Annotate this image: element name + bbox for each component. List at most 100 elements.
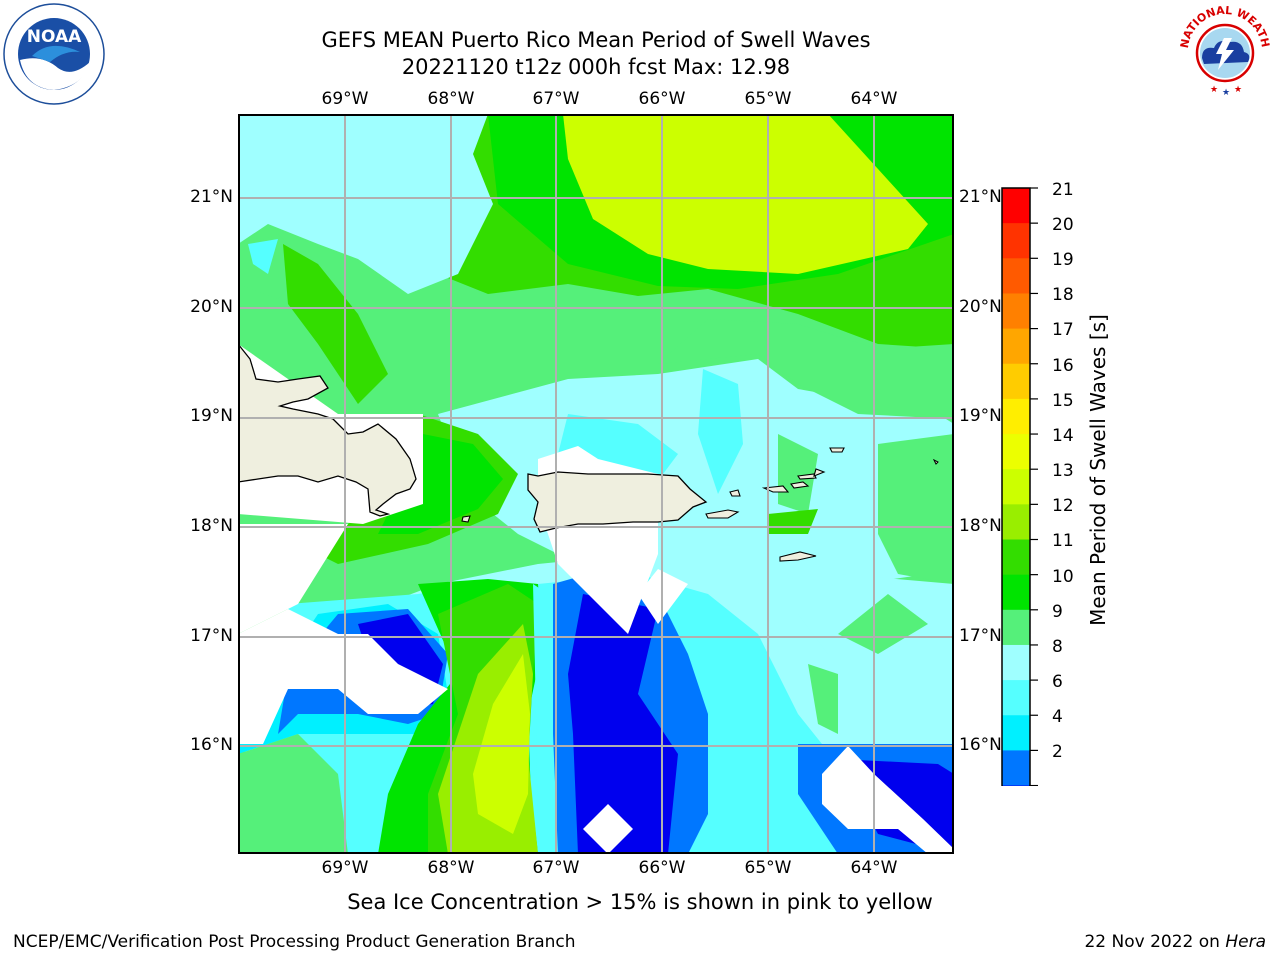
lat-label-left: 20°N [190,297,233,317]
colorbar [1001,187,1038,786]
colorbar-segment [1002,680,1030,716]
lon-label-bottom: 66°W [638,858,686,878]
island-land [790,481,810,489]
colorbar-segment [1002,574,1030,611]
swell-period-map [238,114,954,854]
noaa-logo: NOAA [3,3,105,105]
colorbar-tick-label: 6 [1052,672,1063,692]
colorbar-tick-label: 17 [1052,320,1074,340]
footer-date-text: 22 Nov 2022 on [1084,932,1226,952]
contour-band [878,434,954,584]
colorbar-segment [1002,188,1030,224]
contour-band [533,584,548,854]
lat-label-right: 21°N [959,187,1002,207]
masked-area [238,609,448,744]
lon-label-bottom: 64°W [850,858,898,878]
lon-label-top: 69°W [321,89,369,109]
contour-band [778,434,818,514]
lat-label-left: 19°N [190,406,233,426]
colorbar-segment [1002,293,1030,330]
lat-label-left: 18°N [190,516,233,536]
colorbar-title: Mean Period of Swell Waves [s] [1086,314,1110,626]
colorbar-segment [1002,609,1030,646]
sea-ice-note: Sea Ice Concentration > 15% is shown in … [347,890,933,914]
colorbar-tick-label: 15 [1052,391,1074,411]
contour-band [473,654,530,834]
lat-label-right: 20°N [959,297,1002,317]
map-gridlines [238,114,954,854]
footer-credit: NCEP/EMC/Verification Post Processing Pr… [13,932,576,952]
colorbar-tick-label: 16 [1052,356,1074,376]
island-land [761,485,790,493]
svg-text:NOAA: NOAA [27,27,82,47]
island-land [813,468,826,477]
colorbar-segment [1002,328,1030,365]
lat-label-right: 18°N [959,516,1002,536]
colorbar-segment [1002,539,1030,576]
contour-band [238,114,493,294]
colorbar-segment [1002,258,1030,294]
chart-subtitle: 20221120 t12z 000h fcst Max: 12.98 [401,55,791,79]
lon-label-top: 65°W [744,89,792,109]
colorbar-segment [1002,715,1030,751]
lon-label-bottom: 67°W [532,858,580,878]
nws-logo: NATIONAL WEATHER SERVICE ★ ★ ★ [1172,0,1275,101]
lat-label-right: 16°N [959,735,1002,755]
lat-label-left: 21°N [190,187,233,207]
colorbar-tick-label: 21 [1052,180,1074,200]
island-land [729,489,741,497]
colorbar-segment [1002,398,1030,435]
contour-band [838,594,928,654]
contour-band [248,239,278,274]
colorbar-tick-label: 9 [1052,602,1063,622]
colorbar-tick-label: 14 [1052,426,1074,446]
masked-area [583,804,633,854]
contour-band [568,594,678,854]
colorbar-tick-label: 11 [1052,531,1074,551]
lon-label-bottom: 68°W [427,858,475,878]
hispaniola-land [238,342,417,517]
contour-band [563,114,928,274]
map-frame [238,114,954,854]
colorbar-segment [1002,223,1030,259]
contour-band [808,664,838,734]
colorbar-tick-label: 12 [1052,496,1074,516]
chart-title: GEFS MEAN Puerto Rico Mean Period of Swe… [321,28,871,52]
lat-label-left: 17°N [190,626,233,646]
masked-area [238,524,348,634]
colorbar-segment [1002,504,1030,540]
colorbar-segment [1002,644,1030,681]
contour-band [378,434,503,534]
colorbar-segment [1002,434,1030,470]
footer-machine: Hera [1225,932,1266,952]
island-land [779,551,817,562]
contour-band [283,244,388,404]
svg-text:★: ★ [1234,85,1242,95]
lon-label-top: 66°W [638,89,686,109]
island-land [932,458,939,465]
colorbar-tick-label: 19 [1052,250,1074,270]
svg-text:★: ★ [1210,85,1218,95]
contour-band [698,369,743,494]
colorbar-tick-label: 8 [1052,637,1063,657]
contour-band [238,734,348,854]
lon-label-bottom: 65°W [744,858,792,878]
colorbar-tick-label: 10 [1052,567,1074,587]
island-land [461,515,471,523]
colorbar-tick-label: 18 [1052,285,1074,305]
lon-label-bottom: 69°W [321,858,369,878]
footer-date: 22 Nov 2022 on Hera [1084,932,1266,952]
colorbar-outline [1001,187,1031,786]
colorbar-tick-label: 2 [1052,742,1063,762]
colorbar-tick-label: 20 [1052,215,1074,235]
island-land [797,473,817,480]
colorbar-segment [1002,750,1030,786]
svg-text:★: ★ [1222,88,1230,98]
lat-label-right: 17°N [959,626,1002,646]
contour-band [658,319,954,419]
lon-label-top: 64°W [850,89,898,109]
colorbar-segment [1002,363,1030,400]
colorbar-segment [1002,469,1030,505]
lat-label-left: 16°N [190,735,233,755]
island-land [705,509,740,519]
